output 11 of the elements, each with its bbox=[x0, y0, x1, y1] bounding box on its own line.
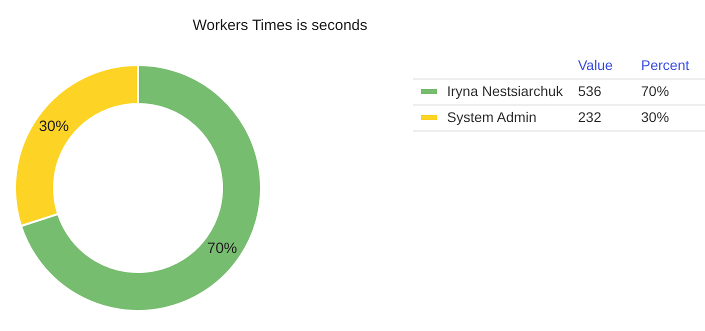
data-label: 70% bbox=[207, 240, 238, 258]
data-label: 30% bbox=[38, 118, 69, 135]
text: 536 bbox=[578, 83, 602, 99]
text: 232 bbox=[578, 109, 602, 125]
text: Value bbox=[578, 57, 613, 73]
legend-label: Iryna Nestsiarchuk bbox=[447, 83, 564, 99]
legend-label: System Admin bbox=[447, 109, 536, 125]
text: 30% bbox=[641, 109, 670, 125]
text: 70% bbox=[641, 83, 670, 99]
text: Percent bbox=[641, 57, 690, 73]
chart-title: Workers Times is seconds bbox=[192, 17, 368, 34]
